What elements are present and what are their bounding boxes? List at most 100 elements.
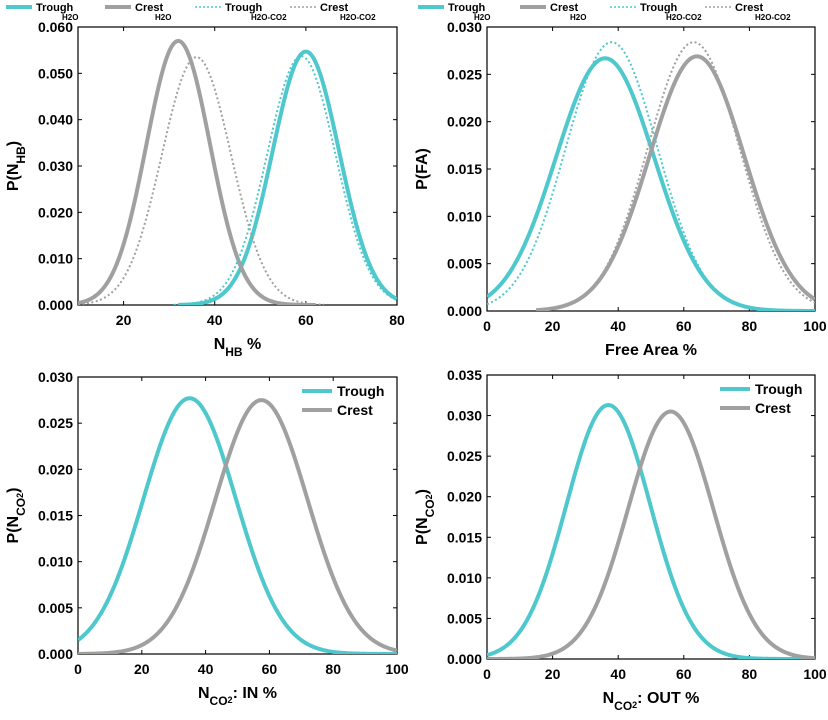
chart-nco2-in: 0 20 40 60 80 100 0.000 0.005 0.010 0.015 0.020 0.0…	[5, 369, 409, 708]
y-tick-label: 0.005	[447, 610, 482, 626]
legend-label: Crest	[755, 400, 791, 416]
legend-label: Trough	[448, 2, 486, 14]
y-tick-label: 0.060	[38, 19, 73, 35]
legend-sub: H2O-CO2	[755, 13, 791, 22]
legend-label: Trough	[755, 381, 802, 397]
y-axis-label: P(FA)	[414, 148, 431, 190]
series-line-trough-h2o	[487, 56, 815, 311]
subscript-text: CO	[210, 694, 228, 708]
y-tick-label: 0.015	[38, 508, 73, 524]
y-tick-label: 0.000	[447, 651, 482, 667]
x-tick-label: 20	[545, 666, 561, 682]
plot-frame	[486, 26, 816, 312]
y-tick-label: 0.050	[38, 65, 73, 81]
x-tick-label: 100	[803, 666, 827, 682]
legend-sub: H2O-CO2	[666, 13, 702, 22]
x-axis-label-main: N	[214, 336, 226, 353]
x-tick-label: 60	[676, 666, 692, 682]
y-tick-label: 0.000	[447, 303, 482, 319]
series-line-crest-h2o	[78, 38, 316, 305]
legend-label: Trough	[337, 383, 384, 399]
legend-label: Crest	[320, 2, 348, 14]
y-tick-label: 0.020	[447, 114, 482, 130]
x-axis-label-end: %	[243, 336, 262, 353]
y-axis-label: P(NCO2)	[414, 489, 437, 545]
chart-nhb: 20 40 60 80 0.000 0.010 0.020 0.030 0.040 0.050 0.…	[5, 2, 405, 359]
y-tick-label: 0.015	[447, 529, 482, 545]
chart-nco2-out: 0 20 40 60 80 100 0.000 0.005 0.010 0.015 0.020 0.0…	[414, 367, 827, 713]
x-tick-label: 100	[385, 661, 409, 677]
x-axis-label-main: Free Area %	[605, 342, 697, 359]
x-axis-label-end: : IN %	[233, 685, 277, 702]
y-tick-label: 0.030	[447, 19, 482, 35]
y-axis-label-main: P(N	[5, 516, 22, 544]
series-line-crest	[487, 409, 815, 659]
legend-label: Crest	[135, 2, 163, 14]
y-axis-label-end: )	[5, 141, 22, 146]
x-tick-label: 0	[483, 666, 491, 682]
chart-fa: 0 20 40 60 80 100 0.000 0.005 0.010 0.015 0.020 0.0…	[414, 2, 827, 359]
y-axis-label-end: )	[5, 488, 22, 493]
series-line-trough-h2o-co2	[487, 41, 815, 311]
x-tick-label: 100	[803, 318, 827, 334]
x-tick-label: 0	[483, 318, 491, 334]
y-tick-label: 0.010	[38, 251, 73, 267]
y-axis-label: P(NCO2)	[5, 488, 28, 544]
y-tick-label: 0.000	[38, 297, 73, 313]
x-tick-label: 60	[298, 312, 314, 328]
legend-sub: H2O	[474, 13, 490, 22]
y-tick-label: 0.025	[447, 66, 482, 82]
legend: Trough Crest	[302, 383, 384, 418]
legend-label: Crest	[735, 2, 763, 14]
series-line-crest	[78, 398, 397, 654]
x-tick-label: 60	[676, 318, 692, 334]
legend-label: Trough	[36, 2, 74, 14]
subscript-text: CO	[423, 499, 437, 517]
y-tick-label: 0.020	[38, 204, 73, 220]
x-tick-label: 80	[389, 312, 405, 328]
curves	[487, 41, 815, 311]
curves	[78, 38, 397, 305]
x-tick-label: 20	[545, 318, 561, 334]
y-tick-label: 0.020	[38, 461, 73, 477]
x-axis-label: NHB %	[214, 336, 262, 359]
y-tick-label: 0.010	[38, 554, 73, 570]
series-line-trough-h2o	[177, 49, 397, 305]
subscript-text: CO	[14, 498, 28, 516]
legend-sub: H2O	[62, 13, 78, 22]
y-tick-label: 0.015	[447, 161, 482, 177]
x-axis-label: NCO2: OUT %	[603, 690, 700, 713]
y-tick-label: 0.005	[447, 256, 482, 272]
legend-sub: H2O	[570, 13, 586, 22]
plot-frame	[486, 374, 816, 660]
legend: TroughH2OCrestH2OTroughH2O-CO2CrestH2O-C…	[6, 2, 376, 22]
x-tick-label: 40	[198, 661, 214, 677]
subscript-digit: 2	[15, 493, 25, 498]
y-tick-label: 0.005	[38, 600, 73, 616]
x-tick-label: 0	[74, 661, 82, 677]
subscript-digit: 2	[228, 695, 233, 705]
y-tick-label: 0.040	[38, 112, 73, 128]
x-tick-label: 80	[742, 666, 758, 682]
x-axis-label: NCO2: IN %	[198, 685, 277, 708]
curves	[78, 396, 397, 654]
x-tick-label: 20	[134, 661, 150, 677]
legend: TroughH2OCrestH2OTroughH2O-CO2CrestH2O-C…	[418, 2, 791, 22]
y-tick-label: 0.030	[447, 408, 482, 424]
y-tick-label: 0.035	[447, 367, 482, 383]
subscript-digit: 2	[424, 494, 434, 499]
y-tick-label: 0.025	[38, 415, 73, 431]
legend-sub: H2O-CO2	[251, 13, 287, 22]
series-line-trough	[78, 396, 397, 654]
x-axis-label-end: : OUT %	[637, 690, 699, 707]
x-tick-label: 60	[262, 661, 278, 677]
y-tick-label: 0.025	[447, 448, 482, 464]
legend-label: Crest	[337, 402, 373, 418]
series-line-crest-h2o	[535, 54, 815, 311]
y-axis-label-end: )	[414, 489, 431, 494]
y-tick-label: 0.020	[447, 489, 482, 505]
y-tick-label: 0.000	[38, 646, 73, 662]
legend: Trough Crest	[720, 381, 802, 416]
y-tick-label: 0.030	[38, 158, 73, 174]
